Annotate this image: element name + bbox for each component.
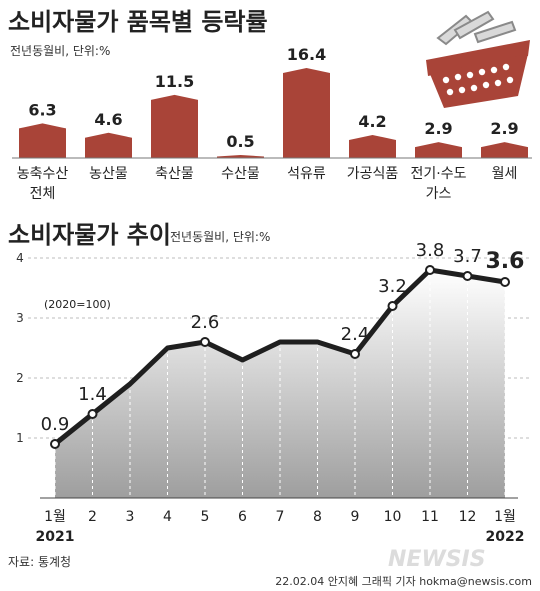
x-tick-label: 10 xyxy=(384,509,402,525)
data-point xyxy=(462,271,473,281)
x-tick-label: 2 xyxy=(88,509,97,525)
bar xyxy=(19,123,66,158)
x-tick-label: 1월 xyxy=(494,509,516,525)
y-tick-label: 4 xyxy=(16,251,24,265)
data-point xyxy=(50,439,60,449)
x-tick-label: 12 xyxy=(459,509,477,525)
bar-category-label: 농산물 xyxy=(89,166,128,182)
x-tick-label: 8 xyxy=(313,509,322,525)
y-tick-label: 1 xyxy=(16,431,24,445)
bar xyxy=(415,142,462,158)
data-point xyxy=(87,409,98,419)
base-year-note: (2020=100) xyxy=(44,298,111,311)
bar-value-label: 6.3 xyxy=(28,100,56,119)
data-label: 1.4 xyxy=(78,384,107,405)
x-tick-label: 7 xyxy=(276,509,285,525)
bar-category-label: 수산물 xyxy=(221,166,260,182)
bar-value-label: 2.9 xyxy=(490,119,518,138)
bar xyxy=(481,142,528,158)
bar-category-label: 월세 xyxy=(492,166,518,182)
x-tick-label: 4 xyxy=(163,509,172,525)
x-tick-label: 3 xyxy=(126,509,135,525)
data-point xyxy=(200,337,210,347)
data-label: 0.9 xyxy=(41,414,70,435)
bar-category-label: 농축수산 xyxy=(17,166,69,182)
bar-category-label: 축산물 xyxy=(155,166,194,182)
source-note: 자료: 통계청 xyxy=(8,555,71,569)
data-label: 3.7 xyxy=(453,246,482,267)
bar-value-label: 4.2 xyxy=(358,112,386,131)
bar-category-label: 전기·수도 xyxy=(411,166,467,182)
bar xyxy=(151,94,198,158)
data-label: 3.2 xyxy=(378,276,407,297)
bar xyxy=(283,68,330,158)
bottom-chart-title: 소비자물가 추이 xyxy=(8,221,171,249)
data-label: 2.6 xyxy=(191,312,220,333)
bar-category-label: 석유류 xyxy=(287,166,326,182)
data-label: 2.4 xyxy=(341,324,370,345)
top-chart-unit-note: 전년동월비, 단위:% xyxy=(10,44,110,58)
x-tick-label: 11 xyxy=(421,509,439,525)
year-label: 2021 xyxy=(36,529,75,545)
data-point xyxy=(500,277,510,287)
bar-value-label: 11.5 xyxy=(155,72,194,91)
bar-value-label: 4.6 xyxy=(94,110,122,129)
bar-value-label: 2.9 xyxy=(424,119,452,138)
bar-category-label: 가스 xyxy=(426,186,452,202)
bottom-chart-unit-note: 전년동월비, 단위:% xyxy=(170,230,270,244)
shopping-basket-icon xyxy=(426,10,530,108)
x-tick-label: 6 xyxy=(238,509,247,525)
y-tick-label: 3 xyxy=(16,311,24,325)
top-chart-title: 소비자물가 품목별 등락률 xyxy=(8,8,268,36)
data-label: 3.8 xyxy=(416,240,445,261)
data-point xyxy=(350,349,360,359)
x-tick-label: 1월 xyxy=(44,509,66,525)
data-point xyxy=(387,301,398,311)
data-point xyxy=(425,265,435,275)
x-tick-label: 9 xyxy=(351,509,360,525)
bar xyxy=(349,134,396,158)
year-label: 2022 xyxy=(486,529,525,545)
credit-line: 22.02.04 안지혜 그래픽 기자 hokma@newsis.com xyxy=(275,575,532,588)
data-label: 3.6 xyxy=(486,249,525,274)
watermark: NEWSIS xyxy=(388,547,486,572)
x-tick-label: 5 xyxy=(201,509,210,525)
bar xyxy=(217,155,264,158)
y-tick-label: 2 xyxy=(16,371,24,385)
bar-value-label: 16.4 xyxy=(287,45,326,64)
bar-value-label: 0.5 xyxy=(226,132,254,151)
bar xyxy=(85,132,132,158)
bar-category-label: 가공식품 xyxy=(347,166,399,182)
bar-category-label: 전체 xyxy=(30,186,56,202)
